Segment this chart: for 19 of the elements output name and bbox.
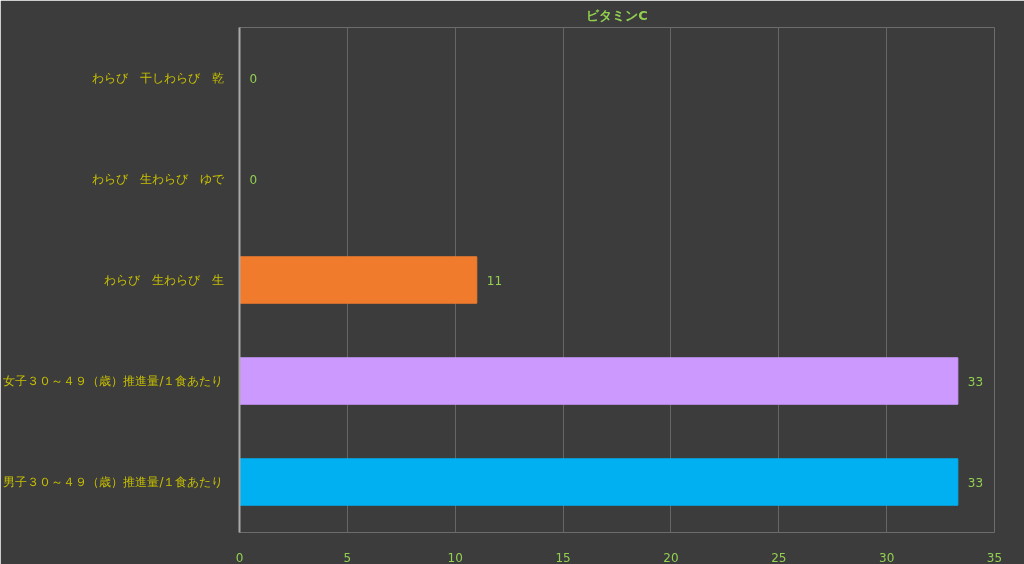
chart-title: ビタミンC	[586, 7, 648, 23]
data-label: 0	[249, 71, 258, 86]
y-tick-label: わらび 生わらび 生	[103, 273, 224, 287]
y-tick-label: わらび 生わらび ゆで	[91, 172, 225, 186]
data-label: 11	[486, 273, 503, 288]
x-tick-label: 30	[879, 550, 895, 564]
x-tick-label: 25	[771, 550, 787, 564]
y-tick-label: わらび 干しわらび 乾	[91, 71, 224, 85]
x-tick-label: 0	[235, 550, 244, 564]
x-tick-label: 35	[986, 550, 1003, 564]
data-label: 0	[249, 172, 258, 187]
x-tick-label: 15	[555, 550, 571, 564]
data-label: 33	[967, 374, 984, 389]
y-tick-label: 男子３０～４９（歳）推進量/１食あたり	[3, 475, 224, 489]
x-tick-label: 10	[447, 550, 463, 564]
x-tick-label: 20	[663, 550, 679, 564]
x-tick-label: 5	[343, 550, 352, 564]
data-label: 33	[967, 475, 984, 490]
y-tick-label: 女子３０～４９（歳）推進量/１食あたり	[3, 374, 224, 388]
